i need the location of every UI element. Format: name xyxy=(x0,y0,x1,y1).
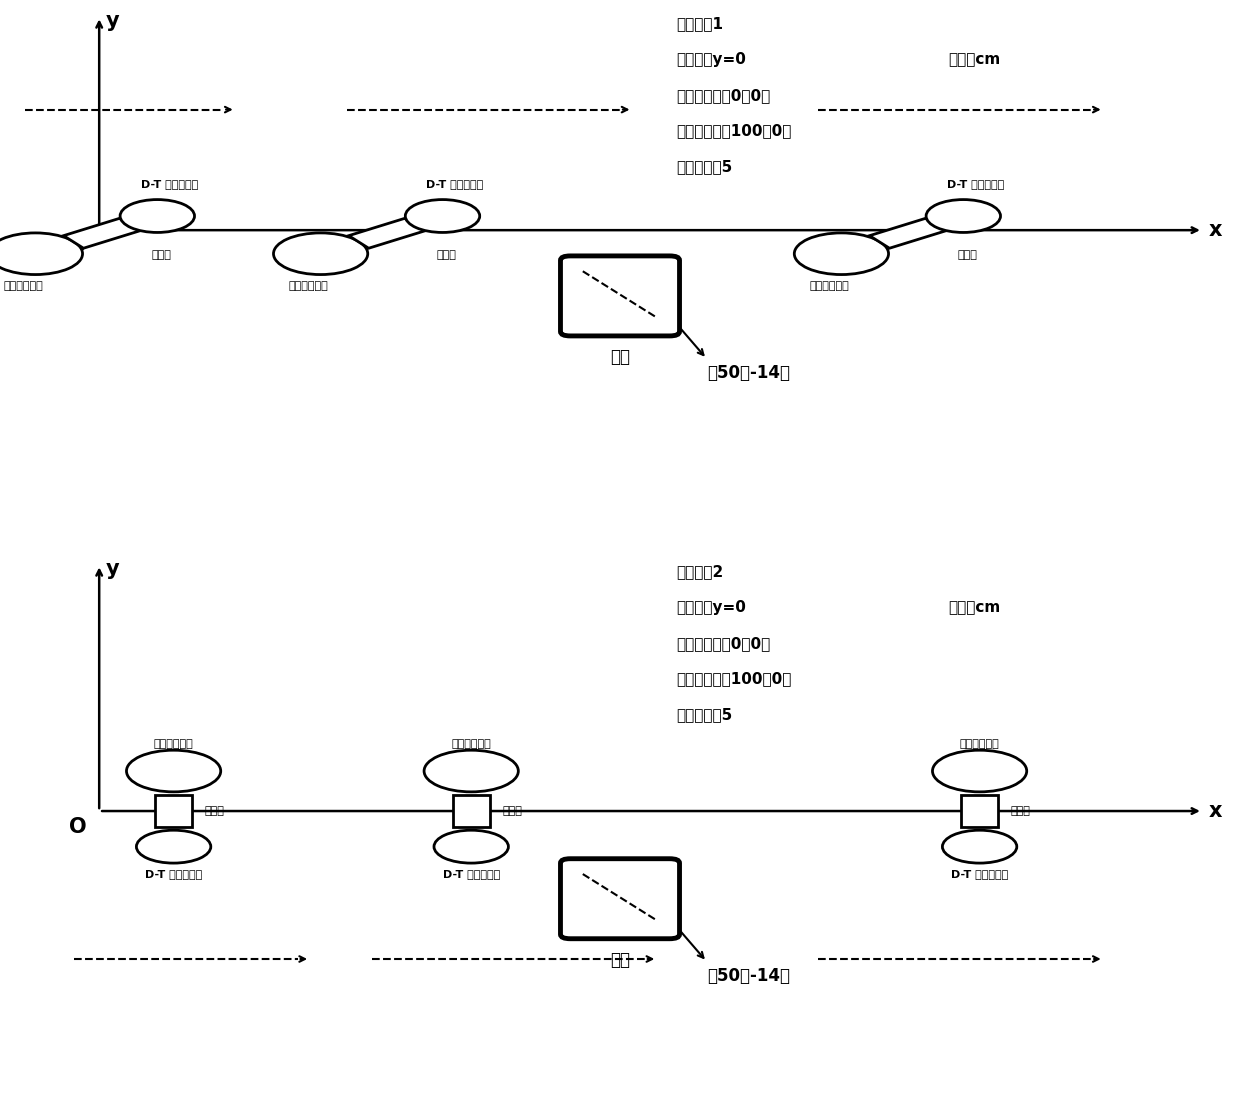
Text: 屏蔽层: 屏蔽层 xyxy=(957,250,977,260)
Text: 铕酸铋探测器: 铕酸铋探测器 xyxy=(451,739,491,750)
Text: D-T 中子发生器: D-T 中子发生器 xyxy=(141,179,198,189)
Text: 扫描步长：5: 扫描步长：5 xyxy=(676,159,732,174)
Text: 扫描起点：（0，0）: 扫描起点：（0，0） xyxy=(676,88,770,103)
Text: y: y xyxy=(105,559,119,579)
Circle shape xyxy=(424,750,518,791)
Text: 屏蔽层: 屏蔽层 xyxy=(1011,806,1030,817)
Text: 铕酸铋探测器: 铕酸铋探测器 xyxy=(4,282,43,292)
Circle shape xyxy=(932,750,1027,791)
Text: 屏蔽层: 屏蔽层 xyxy=(205,806,224,817)
Text: x: x xyxy=(1209,220,1223,240)
Text: 屏蔽层: 屏蔽层 xyxy=(436,250,456,260)
Text: 单位：cm: 单位：cm xyxy=(949,601,1001,615)
Text: x: x xyxy=(1209,801,1223,821)
Text: 单位：cm: 单位：cm xyxy=(949,52,1001,67)
Text: （50，-14）: （50，-14） xyxy=(707,968,790,985)
Text: D-T 中子发生器: D-T 中子发生器 xyxy=(145,868,202,879)
Bar xyxy=(348,218,424,248)
Text: 扫描终点：（100，0）: 扫描终点：（100，0） xyxy=(676,124,791,138)
Text: y: y xyxy=(105,11,119,31)
Text: D-T 中子发生器: D-T 中子发生器 xyxy=(947,179,1004,189)
Circle shape xyxy=(795,233,889,275)
Text: 铕酸铋探测器: 铕酸铋探测器 xyxy=(289,282,329,292)
Bar xyxy=(961,795,998,827)
Text: 扫描线：y=0: 扫描线：y=0 xyxy=(676,601,745,615)
Bar xyxy=(869,218,945,248)
Circle shape xyxy=(434,831,508,864)
FancyBboxPatch shape xyxy=(560,859,680,938)
Circle shape xyxy=(942,831,1017,864)
Text: 地雷: 地雷 xyxy=(610,349,630,366)
Text: 铕酸铋探测器: 铕酸铋探测器 xyxy=(154,739,193,750)
Text: O: O xyxy=(69,817,87,836)
Text: （50，-14）: （50，-14） xyxy=(707,364,790,383)
Circle shape xyxy=(274,233,368,275)
Text: D-T 中子发生器: D-T 中子发生器 xyxy=(951,868,1008,879)
FancyBboxPatch shape xyxy=(560,255,680,335)
Circle shape xyxy=(126,750,221,791)
Text: 扫描步长：5: 扫描步长：5 xyxy=(676,707,732,722)
Bar xyxy=(63,218,139,248)
Text: D-T 中子发生器: D-T 中子发生器 xyxy=(427,179,484,189)
Circle shape xyxy=(405,199,480,232)
Bar xyxy=(155,795,192,827)
Text: 地雷: 地雷 xyxy=(610,950,630,969)
Text: 扫描路径2: 扫描路径2 xyxy=(676,564,723,580)
Bar xyxy=(453,795,490,827)
Circle shape xyxy=(926,199,1001,232)
Text: O: O xyxy=(69,236,87,255)
Text: 铕酸铋探测器: 铕酸铋探测器 xyxy=(810,282,849,292)
Text: 屏蔽层: 屏蔽层 xyxy=(151,250,171,260)
Text: D-T 中子发生器: D-T 中子发生器 xyxy=(443,868,500,879)
Circle shape xyxy=(120,199,195,232)
Text: 扫描终点：（100，0）: 扫描终点：（100，0） xyxy=(676,671,791,686)
Text: 扫描线：y=0: 扫描线：y=0 xyxy=(676,52,745,67)
Text: 扫描起点：（0，0）: 扫描起点：（0，0） xyxy=(676,636,770,651)
Circle shape xyxy=(0,233,83,275)
Text: 扫描路径1: 扫描路径1 xyxy=(676,16,723,32)
Text: 屏蔽层: 屏蔽层 xyxy=(502,806,522,817)
Text: 铕酸铋探测器: 铕酸铋探测器 xyxy=(960,739,999,750)
Circle shape xyxy=(136,831,211,864)
